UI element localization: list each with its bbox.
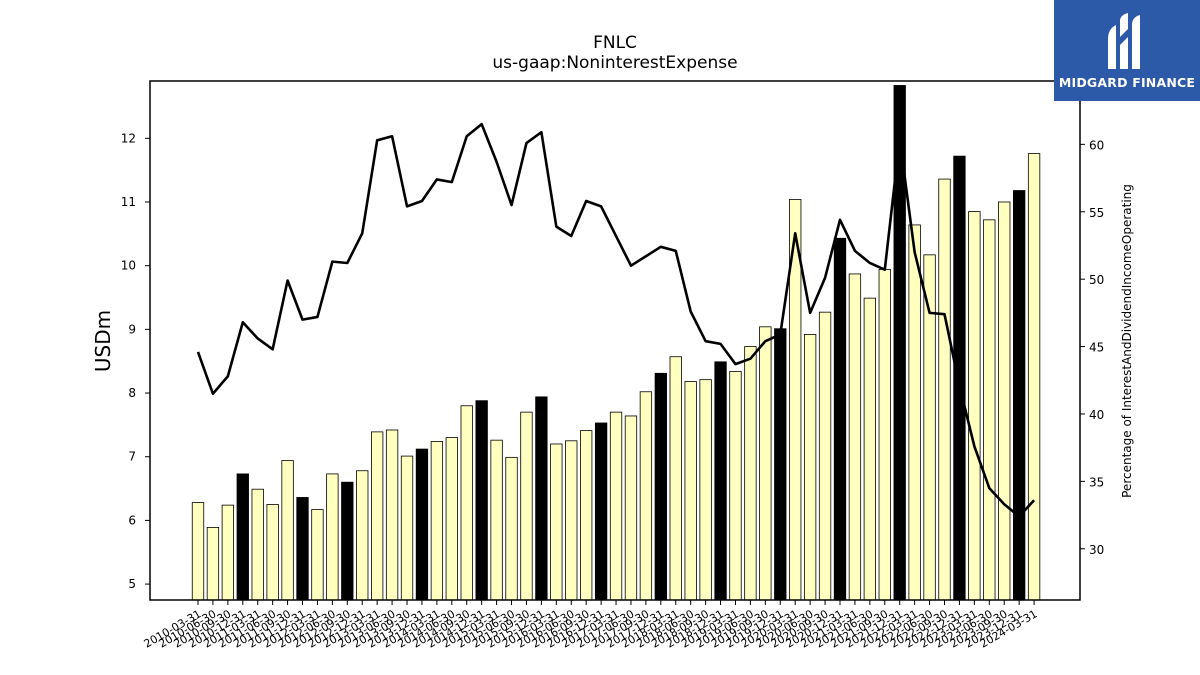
- y-right-tick-label: 35: [1089, 475, 1104, 489]
- y-right-tick-label: 30: [1089, 543, 1104, 557]
- y-right-tick-label: 60: [1089, 138, 1104, 152]
- bar-2014-12-31: [475, 400, 488, 601]
- bar-2017-12-31: [654, 372, 667, 601]
- bar-2013-12-31: [415, 448, 429, 601]
- bar-2023-09-30: [998, 201, 1011, 601]
- bar-2010-03-31: [191, 502, 205, 601]
- bar-2019-03-31: [729, 370, 742, 601]
- bar-2010-09-30: [221, 504, 235, 601]
- bar-2020-12-31: [833, 237, 847, 601]
- y-left-tick-label: 10: [121, 259, 136, 273]
- brand-logo: MIDGARD FINANCE: [1054, 0, 1200, 101]
- bar-2017-06-30: [624, 415, 638, 601]
- bar-2022-12-31: [953, 155, 966, 601]
- bar-2021-09-30: [878, 269, 891, 601]
- y-left-tick-label: 12: [121, 131, 136, 145]
- bar-2023-06-30: [983, 219, 996, 601]
- bar-2021-03-31: [848, 273, 862, 601]
- bar-2022-09-30: [938, 178, 951, 601]
- bar-2022-06-30: [923, 254, 936, 601]
- bar-2010-12-31: [236, 473, 249, 601]
- bar-2015-03-31: [490, 439, 503, 601]
- bar-2019-06-30: [744, 346, 757, 601]
- x-axis: 2010-03-312010-06-302010-09-302010-12-31…: [142, 600, 1040, 651]
- bar-2013-09-30: [400, 455, 414, 601]
- bar-2020-06-30: [803, 334, 817, 601]
- bar-2011-03-31: [251, 488, 264, 601]
- bar-2018-12-31: [714, 361, 727, 601]
- bar-2012-09-30: [341, 481, 354, 601]
- y-left-tick-label: 9: [128, 322, 136, 336]
- bar-2011-06-30: [266, 504, 279, 601]
- y-right-tick-label: 50: [1089, 273, 1104, 287]
- bar-2017-03-31: [609, 411, 623, 601]
- chart-title: FNLC: [593, 33, 637, 53]
- line-series: [196, 122, 1036, 518]
- y-axis-right-label: Percentage of InterestAndDividendIncomeO…: [1120, 184, 1134, 498]
- y-right-tick-label: 45: [1089, 341, 1104, 355]
- y-left-tick-label: 8: [128, 386, 136, 400]
- y-left-tick-label: 6: [128, 513, 136, 527]
- bars: [191, 85, 1041, 601]
- bar-2016-03-31: [550, 443, 563, 601]
- bar-2012-12-31: [356, 470, 369, 601]
- bar-2023-03-31: [968, 211, 981, 601]
- bar-2013-06-30: [385, 429, 399, 601]
- bar-2019-12-31: [774, 328, 787, 601]
- bar-2023-12-31: [1013, 190, 1026, 601]
- line-percentage: [196, 122, 1036, 518]
- midgard-logo-icon: [1108, 13, 1140, 69]
- bar-2014-06-30: [445, 437, 458, 601]
- bar-2013-03-31: [371, 431, 384, 601]
- bar-2016-12-31: [594, 422, 608, 601]
- bar-2015-06-30: [505, 456, 518, 601]
- plot-area-frame: [149, 80, 1081, 601]
- bar-2015-12-31: [535, 396, 548, 601]
- bar-2016-09-30: [580, 430, 593, 601]
- bar-2012-06-30: [326, 473, 339, 601]
- y-axis-right: 30 35 40 45 50 55 60: [1080, 138, 1104, 557]
- chart-subtitle: us-gaap:NoninterestExpense: [492, 53, 737, 73]
- bar-2021-06-30: [863, 297, 876, 601]
- bar-2016-06-30: [565, 440, 578, 601]
- bar-2014-09-30: [460, 405, 473, 601]
- bar-2017-09-30: [639, 391, 653, 601]
- bar-2024-03-31: [1027, 153, 1041, 601]
- bar-2015-09-30: [520, 411, 533, 601]
- bar-2014-03-31: [430, 441, 444, 601]
- y-left-tick-label: 7: [128, 450, 136, 464]
- y-axis-left-label: USDm: [91, 310, 115, 372]
- y-left-tick-label: 11: [121, 195, 136, 209]
- y-left-tick-label: 5: [128, 577, 136, 591]
- bar-2019-09-30: [759, 326, 772, 601]
- y-right-tick-label: 55: [1089, 206, 1104, 220]
- y-axis-left: 5 6 7 8 9 10 11 12: [121, 131, 150, 591]
- bar-2018-09-30: [699, 379, 712, 601]
- y-right-tick-label: 40: [1089, 408, 1104, 422]
- bar-2020-09-30: [818, 311, 832, 601]
- bar-2010-06-30: [206, 527, 220, 601]
- brand-name: MIDGARD FINANCE: [1058, 75, 1196, 90]
- bar-2018-06-30: [684, 381, 697, 601]
- bar-2012-03-31: [311, 509, 324, 601]
- bar-2011-09-30: [281, 460, 294, 601]
- bar-2022-03-31: [908, 224, 921, 601]
- bar-2018-03-31: [669, 356, 682, 601]
- bar-2011-12-31: [296, 497, 309, 601]
